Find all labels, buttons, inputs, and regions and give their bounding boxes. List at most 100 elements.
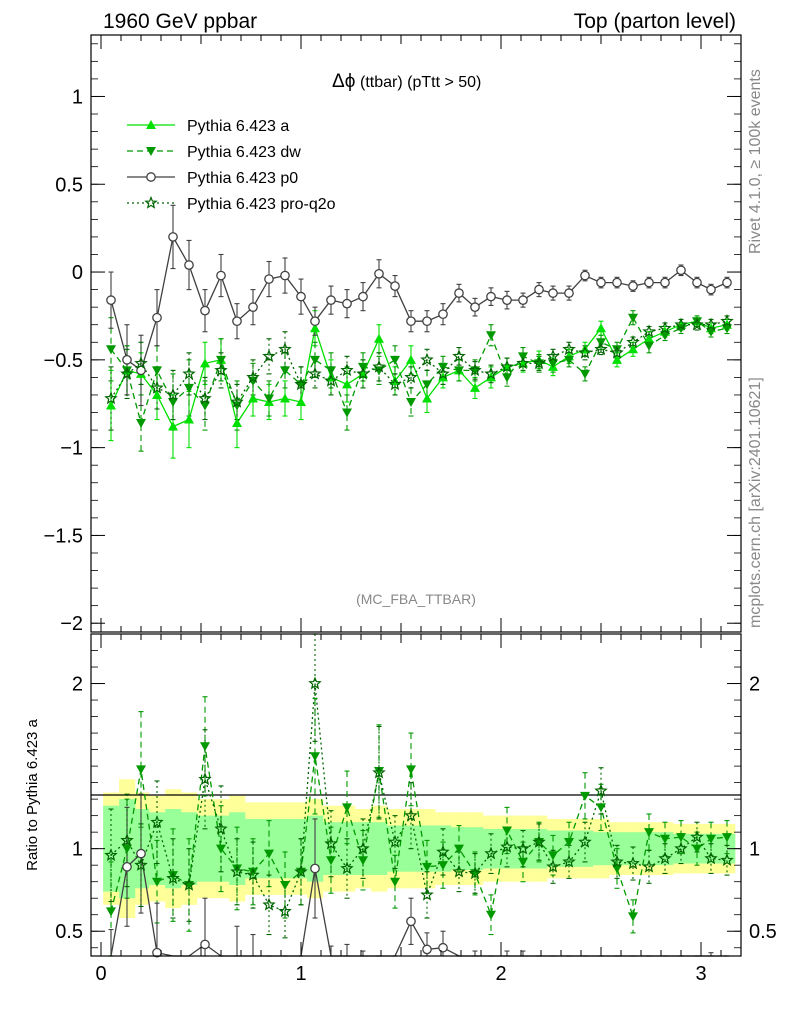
ratio-ytick-label-right: 0.5 [749, 921, 777, 943]
main-point-dw [660, 331, 670, 341]
main-point-q2o [404, 370, 418, 384]
main-ytick-label: −1.5 [44, 525, 83, 547]
analysis-label: (MC_FBA_TTBAR) [356, 591, 476, 607]
ratio-point-dw [136, 765, 146, 775]
main-point-p0 [628, 281, 638, 291]
ratio-ytick-label: 2 [72, 674, 83, 696]
ratio-ytick-label: 1 [72, 839, 83, 861]
ratio-band-inner [703, 833, 720, 864]
ratio-point-dw [644, 828, 654, 838]
main-point-q2o [546, 349, 560, 363]
main-point-p0 [232, 316, 242, 327]
main-point-a [280, 393, 290, 403]
main-point-p0 [706, 284, 716, 295]
ratio-band-inner [261, 818, 278, 879]
main-point-dw [326, 366, 336, 376]
ratio-point-dw [232, 864, 242, 874]
main-ytick-label: 0.5 [55, 174, 83, 196]
main-point-dw [580, 369, 590, 379]
main-point-dw [502, 373, 512, 383]
main-point-dw [310, 355, 320, 365]
main-point-q2o [720, 314, 734, 328]
ratio-point-dw [342, 803, 352, 813]
main-point-a [248, 393, 258, 403]
main-point-q2o [262, 349, 276, 363]
main-point-dw [454, 366, 464, 376]
main-point-dw [280, 366, 290, 376]
ratio-point-q2o [610, 854, 624, 868]
ratio-point-dw [580, 791, 590, 801]
ratio-band-inner [149, 812, 166, 885]
ratio-band-inner [467, 827, 484, 871]
ratio-point-dw [106, 907, 116, 917]
ratio-point-dw [692, 844, 702, 854]
ratio-point-q2o [578, 834, 592, 848]
ratio-point-dw [390, 877, 400, 887]
ratio-point-dw [280, 880, 290, 890]
ratio-point-q2o [230, 864, 244, 878]
ratio-point-q2o [674, 841, 688, 855]
main-point-dw [564, 355, 574, 365]
ratio-point-q2o [356, 841, 370, 855]
main-point-q2o [532, 356, 546, 370]
legend-label-q2o: Pythia 6.423 pro-q2o [187, 196, 336, 213]
main-point-a [152, 389, 162, 399]
main-point-p0 [168, 232, 178, 242]
main-point-p0 [122, 354, 132, 365]
main-point-dw [406, 397, 416, 407]
main-point-p0 [390, 281, 400, 291]
main-point-q2o [230, 394, 244, 408]
ratio-frame [90, 633, 742, 957]
main-point-q2o [690, 317, 704, 331]
main-point-q2o [452, 349, 466, 363]
main-point-p0 [612, 277, 622, 288]
chart-title-symbol: Δϕ [332, 71, 355, 92]
main-point-p0 [310, 316, 320, 327]
ratio-point-q2o [182, 877, 196, 891]
ratio-point-q2o [372, 765, 386, 779]
main-point-dw [136, 419, 146, 429]
ratio-y-axis-label: Ratio to Pythia 6.423 a [24, 718, 41, 870]
ratio-point-dw [374, 767, 384, 777]
ratio-point-q2o [642, 859, 656, 873]
main-point-p0 [184, 260, 194, 270]
main-line-p0 [110, 235, 728, 372]
ratio-line-dw [110, 746, 728, 919]
ratio-point-dw [310, 752, 320, 762]
main-point-q2o [324, 373, 338, 387]
main-point-dw [722, 324, 732, 334]
main-point-dw [548, 359, 558, 369]
main-point-p0 [106, 295, 116, 305]
ratio-panel: 2 2 1 1 0.5 0.5 0 1 2 3 Ratio to Pythia 6.423 a [24, 633, 777, 985]
main-point-q2o [388, 377, 402, 391]
ratio-point-p0 [136, 848, 146, 859]
main-point-p0 [438, 309, 448, 320]
ratio-point-dw [454, 844, 464, 854]
ratio-ytick-label-right: 2 [749, 674, 760, 696]
ratio-ytick-label: 0.5 [55, 921, 83, 943]
main-point-p0 [422, 316, 432, 327]
ratio-point-dw [248, 867, 258, 877]
main-point-p0 [486, 291, 496, 302]
main-line-dw [110, 316, 728, 426]
ratio-point-q2o [658, 851, 672, 865]
main-ytick-label: −2 [60, 613, 83, 635]
main-point-p0 [722, 277, 732, 288]
main-point-a [422, 393, 432, 403]
ratio-band-inner [371, 822, 388, 875]
ratio-point-dw [264, 849, 274, 859]
main-point-dw [422, 380, 432, 390]
main-point-dw [706, 327, 716, 337]
ratio-point-dw [722, 833, 732, 843]
ratio-point-q2o [104, 848, 118, 861]
main-frame [90, 34, 742, 633]
main-line-q2o [110, 320, 728, 404]
main-point-q2o [420, 352, 434, 366]
ratio-point-q2o [594, 783, 608, 797]
ratio-point-dw [168, 871, 178, 881]
main-point-q2o [704, 317, 718, 331]
ratio-point-dw [358, 856, 368, 866]
ratio-point-dw [422, 862, 432, 872]
main-ytick-label: 0 [72, 262, 83, 284]
